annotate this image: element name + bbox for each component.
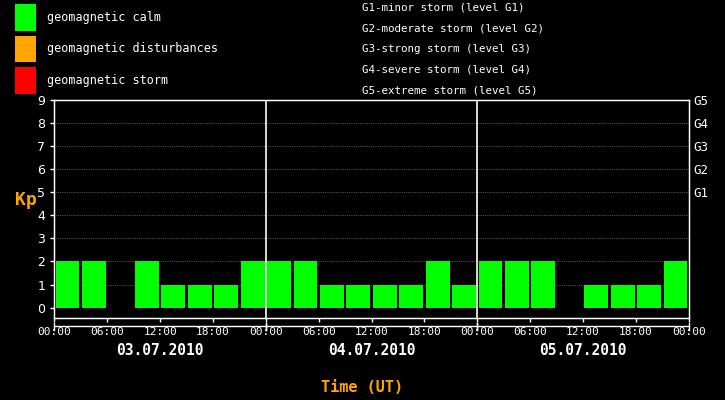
Text: G5-extreme storm (level G5): G5-extreme storm (level G5)	[362, 85, 538, 95]
Bar	[135, 262, 159, 308]
Bar	[610, 284, 634, 308]
Bar	[584, 284, 608, 308]
Bar	[531, 262, 555, 308]
Bar	[399, 284, 423, 308]
Bar	[452, 284, 476, 308]
Y-axis label: Kp: Kp	[15, 191, 37, 209]
Text: geomagnetic disturbances: geomagnetic disturbances	[47, 42, 218, 56]
Bar	[294, 262, 318, 308]
Bar	[320, 284, 344, 308]
Bar	[82, 262, 106, 308]
Bar	[347, 284, 370, 308]
Bar	[241, 262, 265, 308]
Bar	[14, 36, 36, 62]
Text: geomagnetic calm: geomagnetic calm	[47, 11, 161, 24]
Bar	[188, 284, 212, 308]
Bar	[56, 262, 80, 308]
Bar	[14, 4, 36, 31]
Text: 05.07.2010: 05.07.2010	[539, 343, 627, 358]
Text: G4-severe storm (level G4): G4-severe storm (level G4)	[362, 65, 531, 74]
Bar	[373, 284, 397, 308]
Bar	[267, 262, 291, 308]
Bar	[14, 67, 36, 94]
Bar	[637, 284, 661, 308]
Bar	[478, 262, 502, 308]
Bar	[663, 262, 687, 308]
Text: 04.07.2010: 04.07.2010	[328, 343, 415, 358]
Bar	[215, 284, 238, 308]
Text: G2-moderate storm (level G2): G2-moderate storm (level G2)	[362, 23, 544, 33]
Text: 03.07.2010: 03.07.2010	[116, 343, 204, 358]
Text: geomagnetic storm: geomagnetic storm	[47, 74, 168, 87]
Bar	[505, 262, 529, 308]
Bar	[426, 262, 450, 308]
Bar	[162, 284, 185, 308]
Text: Time (UT): Time (UT)	[321, 380, 404, 395]
Text: G3-strong storm (level G3): G3-strong storm (level G3)	[362, 44, 531, 54]
Text: G1-minor storm (level G1): G1-minor storm (level G1)	[362, 3, 525, 13]
